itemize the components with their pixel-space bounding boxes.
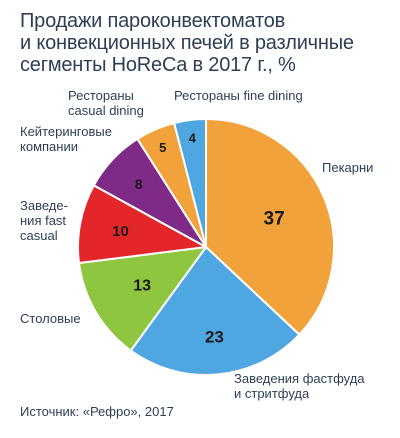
pie-slice	[205, 118, 335, 336]
slice-value-label: 4	[189, 131, 197, 146]
chart-title-line-1: Продажи пароконвектоматов	[20, 10, 286, 32]
slice-category-label: Столовые	[20, 311, 81, 326]
slice-value-label: 10	[112, 223, 129, 240]
chart-title-line-2: и конвекционных печей в различные	[20, 32, 354, 54]
pie-slices	[77, 118, 335, 376]
slice-value-label: 37	[264, 208, 285, 229]
slice-category-label: Кейтеринговые компании	[20, 124, 112, 154]
slice-category-label-line: Столовые	[20, 311, 81, 326]
slice-category-label-line: Пекарни	[322, 160, 373, 175]
slice-value-label: 8	[135, 176, 143, 192]
slice-category-label-line: Рестораны fine dining	[174, 88, 303, 103]
slice-category-label-line: Заведения фастфуда	[234, 371, 365, 386]
slice-category-label: Заведения фастфуда и стритфуда	[234, 371, 365, 401]
pie-slice	[173, 118, 207, 248]
slice-category-label: Заведе-ния fast casual	[20, 198, 68, 243]
slice-category-label-line: Заведе-	[20, 198, 68, 213]
slice-category-label: Рестораны casual dining	[68, 88, 144, 118]
slice-category-label-line: ния fast	[20, 213, 66, 228]
source-note: Источник: «Рефро», 2017	[20, 404, 174, 419]
slice-category-label: Рестораны fine dining	[174, 88, 303, 103]
pie-slice	[129, 246, 301, 376]
slice-category-label-line: Кейтеринговые	[20, 124, 112, 139]
pie-slice	[78, 246, 207, 352]
slice-value-label: 5	[159, 140, 166, 155]
slice-category-label: Пекарни	[322, 160, 373, 175]
slice-value-label: 13	[133, 278, 151, 295]
value-labels: 37 23 13 10 8 5 4	[112, 131, 285, 347]
slice-category-label-line: и стритфуда	[234, 386, 310, 401]
chart-title-line-3: сегменты HoReCa в 2017 г., %	[20, 54, 296, 76]
slice-category-label-line: Рестораны	[68, 88, 134, 103]
slice-value-label: 23	[205, 327, 224, 346]
category-labels: Пекарни Заведения фастфуда и стритфуда Стол…	[20, 88, 373, 401]
slice-category-label-line: casual	[20, 228, 58, 243]
pie-slice	[77, 184, 207, 265]
slice-category-label-line: casual dining	[68, 103, 144, 118]
slice-category-label-line: компании	[20, 139, 78, 154]
